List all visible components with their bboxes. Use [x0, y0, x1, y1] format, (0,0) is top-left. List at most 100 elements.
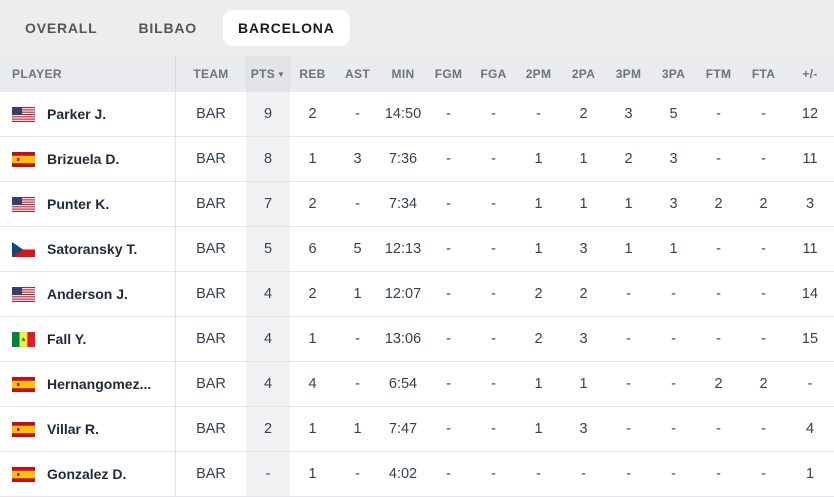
header-fga[interactable]: FGA — [480, 67, 507, 81]
stat-pm: - — [807, 376, 813, 392]
stat-ast: - — [355, 331, 360, 347]
stat-team: BAR — [196, 241, 226, 257]
tab-barcelona[interactable]: BARCELONA — [222, 10, 350, 46]
table-row[interactable]: Parker J. BAR 9 2 - 14:50 - - - 2 3 5 - - 12 — [0, 92, 834, 137]
stat-p2a: 2 — [579, 106, 588, 122]
table-row[interactable]: Anderson J. BAR 4 2 1 12:07 - - 2 2 - - - - 14 — [0, 272, 834, 317]
stat-ast: 5 — [353, 241, 362, 257]
header-2pm[interactable]: 2PM — [525, 67, 552, 81]
player-cell[interactable]: Satoransky T. — [0, 227, 176, 271]
sorted-column-highlight — [246, 362, 290, 406]
stat-fga: - — [491, 241, 496, 257]
spain-flag-icon — [12, 466, 35, 482]
stat-fta: - — [761, 106, 766, 122]
stat-p3m: 1 — [624, 241, 633, 257]
stat-fgm: - — [446, 196, 451, 212]
box-score-table: PLAYER TEAM PTS ▼ REB AST MIN FGM FGA 2PM… — [0, 56, 834, 497]
stat-team: BAR — [196, 376, 226, 392]
player-name[interactable]: Gonzalez D. — [47, 466, 127, 482]
stat-pm: 3 — [805, 196, 815, 212]
player-cell[interactable]: Anderson J. — [0, 272, 176, 316]
stat-reb: 1 — [308, 421, 317, 437]
header-ftm[interactable]: FTM — [705, 67, 732, 81]
stat-p3a: - — [671, 376, 676, 392]
player-name[interactable]: Hernangomez... — [47, 376, 152, 392]
sorted-column-highlight — [246, 137, 290, 181]
stat-fta: - — [761, 466, 766, 482]
player-name[interactable]: Brizuela D. — [47, 151, 120, 167]
player-name[interactable]: Punter K. — [47, 196, 110, 212]
stat-ast: 1 — [353, 286, 362, 302]
header-fta[interactable]: FTA — [751, 67, 776, 81]
player-cell[interactable]: Punter K. — [0, 182, 176, 226]
stat-ftm: - — [716, 241, 721, 257]
player-name[interactable]: Anderson J. — [47, 286, 128, 302]
usa-flag-icon — [12, 196, 35, 212]
stat-min: 12:13 — [384, 241, 422, 257]
stat-p3a: 3 — [669, 196, 678, 212]
player-name[interactable]: Villar R. — [47, 421, 99, 437]
header-min[interactable]: MIN — [391, 67, 415, 81]
header-reb[interactable]: REB — [299, 67, 326, 81]
player-cell[interactable]: Villar R. — [0, 407, 176, 451]
player-name[interactable]: Fall Y. — [47, 331, 87, 347]
stat-p2m: - — [536, 466, 541, 482]
header-plus-minus[interactable]: +/- — [802, 67, 818, 81]
sorted-column-highlight — [246, 227, 290, 271]
stat-p2a: 2 — [579, 286, 588, 302]
player-cell[interactable]: Brizuela D. — [0, 137, 176, 181]
header-fgm[interactable]: FGM — [434, 67, 463, 81]
header-player[interactable]: PLAYER — [0, 56, 176, 92]
header-team[interactable]: TEAM — [193, 67, 229, 81]
table-row[interactable]: Brizuela D. BAR 8 1 3 7:36- -1 1 2 3- -11 — [0, 137, 834, 182]
stat-ftm: - — [716, 466, 721, 482]
header-pts-label: PTS — [250, 67, 276, 81]
stat-fgm: - — [446, 286, 451, 302]
stat-min: 4:02 — [388, 466, 418, 482]
player-cell[interactable]: Hernangomez... — [0, 362, 176, 406]
stat-pts: 4 — [263, 331, 273, 347]
stat-fta: - — [761, 241, 766, 257]
stat-pts: - — [265, 466, 271, 482]
stat-p2a: 3 — [579, 241, 588, 257]
stat-fta: - — [761, 331, 766, 347]
stat-reb: 6 — [308, 241, 317, 257]
player-name[interactable]: Parker J. — [47, 106, 107, 122]
player-cell[interactable]: Fall Y. — [0, 317, 176, 361]
stat-p2a: 3 — [579, 421, 588, 437]
stat-min: 14:50 — [384, 106, 422, 122]
header-2pa[interactable]: 2PA — [571, 67, 596, 81]
stat-ftm: - — [716, 151, 721, 167]
header-3pm[interactable]: 3PM — [615, 67, 642, 81]
player-cell[interactable]: Parker J. — [0, 92, 176, 136]
stat-reb: 4 — [308, 376, 317, 392]
header-pts[interactable]: PTS ▼ — [246, 67, 290, 81]
header-3pa[interactable]: 3PA — [661, 67, 686, 81]
stat-ftm: - — [716, 286, 721, 302]
stat-reb: 2 — [308, 286, 317, 302]
stat-team: BAR — [196, 331, 226, 347]
table-row[interactable]: Fall Y. BAR 4 1 - 13:06 - - 2 3 - - - - 15 — [0, 317, 834, 362]
stat-fga: - — [491, 106, 496, 122]
tab-overall[interactable]: OVERALL — [25, 20, 98, 36]
header-ast[interactable]: AST — [345, 67, 370, 81]
stat-p3a: - — [671, 466, 676, 482]
stat-p3a: - — [671, 331, 676, 347]
stat-p3m: 3 — [624, 106, 633, 122]
stat-pm: 11 — [802, 151, 818, 167]
table-row[interactable]: Punter K. BAR 7 2 - 7:34 - - 1 1 1 3 2 2 3 — [0, 182, 834, 227]
stat-ast: - — [355, 196, 360, 212]
stat-team: BAR — [196, 106, 226, 122]
tab-bilbao[interactable]: BILBAO — [138, 20, 197, 36]
table-row[interactable]: Villar R. BAR 2 1 1 7:47 - - 1 3 - - - - 4 — [0, 407, 834, 452]
stat-p3a: 5 — [669, 106, 678, 122]
table-row[interactable]: Satoransky T. BAR 5 6 5 12:13- -1 3 1 1- -11 — [0, 227, 834, 272]
stat-min: 13:06 — [384, 331, 422, 347]
stat-fga: - — [491, 331, 496, 347]
player-cell[interactable]: Gonzalez D. — [0, 452, 176, 496]
table-row[interactable]: Gonzalez D. BAR - 1 - 4:02 - - - - - - - - 1 — [0, 452, 834, 497]
stat-fgm: - — [446, 331, 451, 347]
table-row[interactable]: Hernangomez... BAR 4 4 - 6:54 - - 1 1 - - 2 2 - — [0, 362, 834, 407]
stat-ftm: 2 — [714, 196, 723, 212]
player-name[interactable]: Satoransky T. — [47, 241, 138, 257]
